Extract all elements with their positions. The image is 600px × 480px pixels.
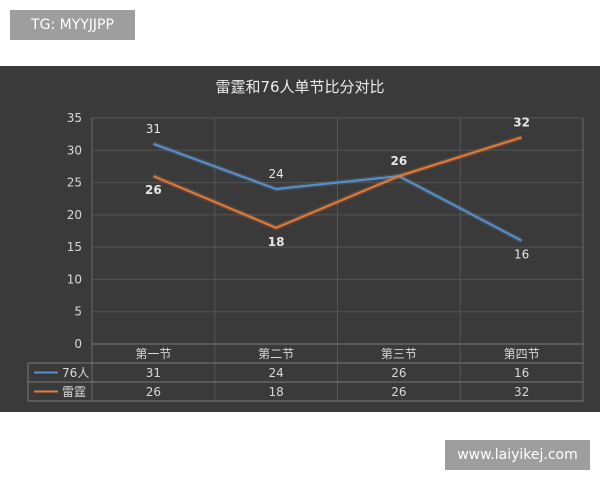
table-cell: 32 [514,385,529,399]
watermark-bottom: www.laiyikej.com [445,440,590,470]
chart-panel: 雷霆和76人单节比分对比 0 5 10 15 20 25 30 35 第一节 第二节 第三节 第四节 7… [0,66,600,412]
y-tick-label: 25 [67,176,82,190]
category-label: 第二节 [258,347,294,361]
category-label: 第四节 [504,347,540,361]
table-cell: 26 [146,385,161,399]
category-label: 第三节 [381,347,417,361]
data-label: 32 [513,115,530,129]
data-label: 18 [268,235,285,249]
data-label: 16 [514,248,529,262]
y-tick-label: 20 [67,208,82,222]
line-chart: 0 5 10 15 20 25 30 35 第一节 第二节 第三节 第四节 76人 31 24 26 16 雷霆 2… [27,111,584,402]
table-cell: 24 [268,366,283,380]
table-cell: 31 [146,366,161,380]
chart-title: 雷霆和76人单节比分对比 [215,78,385,96]
data-label: 24 [268,167,283,181]
watermark-top: TG: MYYJJPP [10,10,135,40]
y-tick-label: 30 [67,143,82,157]
legend-label: 76人 [62,366,89,380]
y-tick-label: 15 [67,240,82,254]
data-label: 26 [145,183,162,197]
table-cell: 26 [391,366,406,380]
y-tick-label: 0 [74,337,82,351]
y-tick-label: 5 [74,305,82,319]
y-tick-label: 10 [67,272,82,286]
category-label: 第一节 [135,347,171,361]
series-line [153,142,523,242]
table-cell: 16 [514,366,529,380]
data-label: 26 [391,154,408,168]
data-label: 31 [146,122,161,136]
series-line [152,136,522,229]
table-cell: 18 [268,385,283,399]
y-tick-label: 35 [67,111,82,125]
table-cell: 26 [391,385,406,399]
legend-label: 雷霆 [62,385,86,399]
